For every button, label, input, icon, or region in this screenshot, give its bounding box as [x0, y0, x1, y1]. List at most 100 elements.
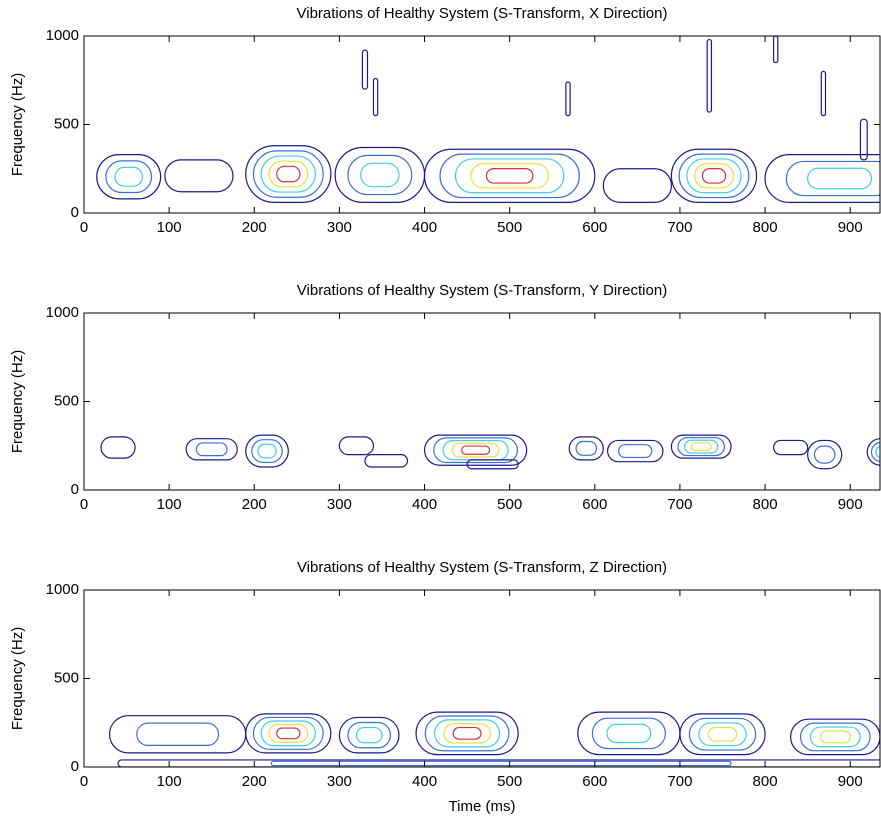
y-tick-label: 500 [54, 392, 79, 409]
contour-level [105, 160, 153, 194]
contour-level [268, 723, 309, 743]
x-tick-label: 0 [80, 496, 88, 513]
contour-outer [764, 153, 880, 203]
contour-outer [670, 434, 732, 459]
y-tick-label: 1000 [46, 304, 79, 321]
x-tick-label: 700 [667, 219, 692, 236]
contour-level [251, 439, 283, 464]
x-tick-label: 200 [242, 773, 267, 790]
contour-level [433, 719, 501, 748]
chart-title: Vibrations of Healthy System (S-Transfor… [297, 559, 667, 576]
x-tick-label: 500 [497, 496, 522, 513]
contour-outer [606, 439, 664, 463]
contour-outer [565, 81, 571, 117]
contour-level [252, 716, 324, 750]
y-tick-label: 500 [54, 115, 79, 132]
contour-level [606, 723, 652, 744]
contours [96, 36, 880, 203]
contour-outer [772, 36, 779, 64]
contour-level [485, 167, 534, 184]
contour-outer [96, 153, 162, 200]
y-tick-label: 0 [71, 758, 79, 775]
contour-level [260, 155, 317, 193]
contour-level [690, 442, 712, 452]
contour-level [870, 441, 880, 462]
contour-level [785, 160, 880, 197]
contour-outer [364, 454, 409, 468]
x-tick-label: 300 [327, 219, 352, 236]
contours [108, 711, 880, 767]
x-tick-label: 200 [242, 219, 267, 236]
contour-level [677, 437, 725, 457]
contour-level [819, 730, 851, 744]
contour-outer [670, 148, 758, 203]
contour-level [347, 154, 413, 196]
contour-outer [338, 716, 400, 754]
contour-outer [866, 438, 880, 466]
x-tick-label: 200 [242, 496, 267, 513]
plot-frame [83, 312, 881, 491]
contour-level [260, 720, 317, 747]
contour-level [686, 158, 742, 194]
contour-level [439, 153, 580, 199]
contour-level [799, 722, 871, 752]
contour-level [591, 717, 666, 750]
contour-level [575, 440, 598, 456]
contour-outer [820, 70, 827, 117]
x-axis-label: Time (ms) [449, 798, 516, 815]
contour-level [360, 162, 400, 188]
contour-level [252, 150, 324, 198]
chart-title: Vibrations of Healthy System (S-Transfor… [297, 282, 667, 299]
y-tick-label: 0 [71, 204, 79, 221]
x-tick-label: 900 [838, 773, 863, 790]
y-tick-label: 1000 [46, 27, 79, 44]
x-tick-label: 0 [80, 773, 88, 790]
contour-level [443, 723, 491, 744]
contour-outer [164, 159, 234, 193]
contour-level [257, 443, 277, 459]
contour-outer [245, 145, 332, 203]
contours [100, 434, 880, 470]
contour-level [355, 726, 383, 744]
y-axis-label: Frequency (Hz) [9, 350, 26, 453]
contour-outer [245, 434, 289, 468]
contour-level [433, 437, 519, 464]
contour-outer [423, 148, 596, 203]
contour-outer [108, 715, 247, 754]
x-tick-label: 900 [838, 496, 863, 513]
x-tick-label: 300 [327, 496, 352, 513]
contour-level [461, 445, 491, 455]
contour-level [424, 715, 510, 752]
contour-outer [859, 118, 868, 161]
contour-level [688, 717, 757, 751]
x-tick-label: 100 [157, 773, 182, 790]
contour-outer [602, 168, 673, 203]
x-tick-label: 700 [667, 496, 692, 513]
y-tick-label: 0 [71, 481, 79, 498]
x-tick-label: 100 [157, 219, 182, 236]
contour-level [694, 163, 734, 189]
x-tick-label: 600 [582, 496, 607, 513]
x-tick-label: 500 [497, 219, 522, 236]
contour-level [347, 721, 392, 749]
contour-level [454, 158, 565, 194]
x-tick-label: 600 [582, 219, 607, 236]
contour-outer [790, 718, 880, 756]
x-tick-label: 800 [753, 219, 778, 236]
x-tick-label: 0 [80, 219, 88, 236]
y-axis-label: Frequency (Hz) [9, 627, 26, 730]
contour-outer [100, 436, 136, 459]
contour-outer [772, 439, 809, 456]
contour-outer [807, 439, 843, 470]
contour-level [452, 726, 482, 740]
contour-level [809, 726, 861, 748]
contour-outer [361, 49, 369, 90]
contour-level [684, 439, 719, 454]
y-tick-label: 1000 [46, 581, 79, 598]
contour-level [195, 442, 228, 457]
x-tick-label: 700 [667, 773, 692, 790]
x-tick-label: 600 [582, 773, 607, 790]
contour-outer [372, 77, 379, 117]
x-tick-label: 100 [157, 496, 182, 513]
